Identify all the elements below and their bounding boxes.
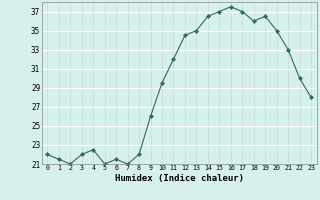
X-axis label: Humidex (Indice chaleur): Humidex (Indice chaleur)	[115, 174, 244, 183]
